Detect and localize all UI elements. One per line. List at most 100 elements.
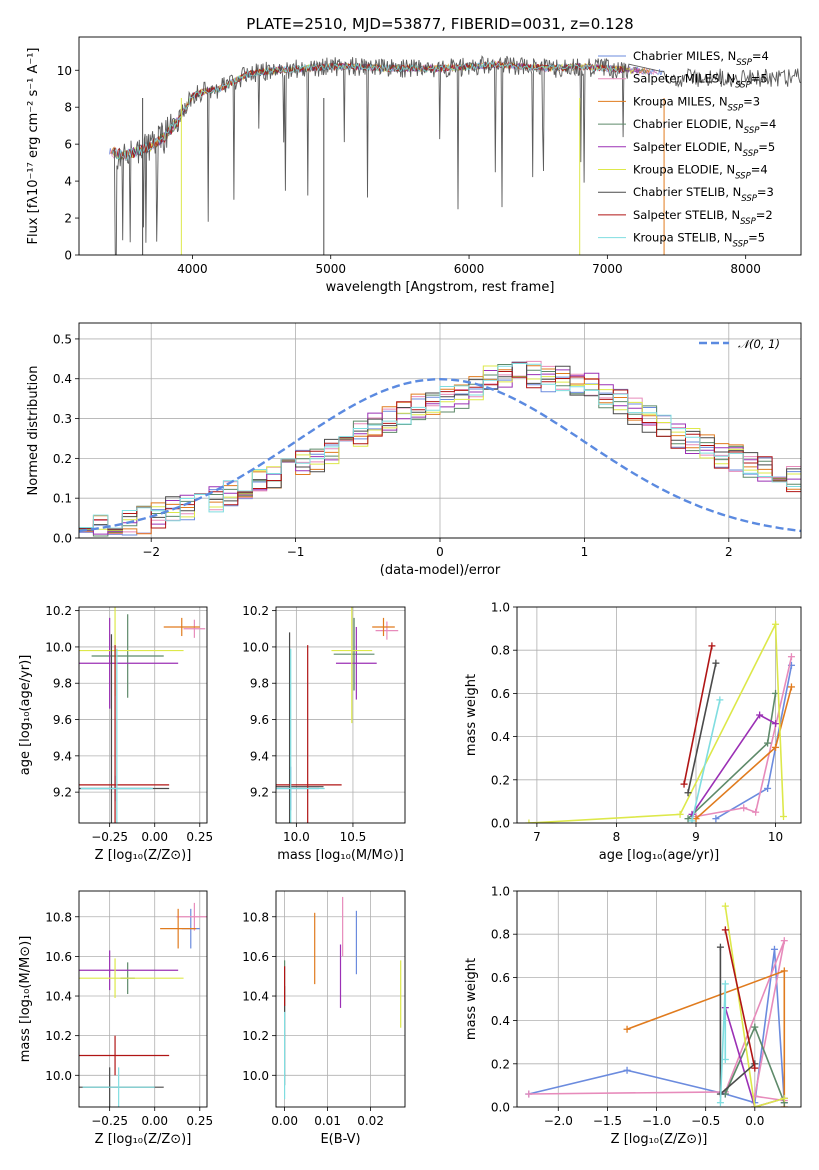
spectrum-line xyxy=(110,60,651,159)
y-tick-label: 10.8 xyxy=(242,910,269,924)
spectrum-chart-title: PLATE=2510, MJD=53877, FIBERID=0031, z=0… xyxy=(246,15,633,33)
x-axis-label: (data-model)/error xyxy=(380,563,501,578)
x-tick-label: −0.5 xyxy=(691,1114,720,1128)
x-tick-label: 0.00 xyxy=(141,1114,168,1128)
y-tick-label: 0.4 xyxy=(53,372,72,386)
plot-area xyxy=(109,55,801,255)
y-tick-label: 1.0 xyxy=(491,601,510,615)
plot-area xyxy=(284,896,402,1100)
x-tick-label: 0.0 xyxy=(745,1114,764,1128)
plot-area xyxy=(79,360,801,537)
panel-2: −0.25 0.00 0.25 9.2 9.4 9.6 9.8 10.0 10.2 Z [log₁… xyxy=(18,604,213,863)
y-tick-label: 0.0 xyxy=(53,532,72,546)
y-tick-label: 0.5 xyxy=(53,332,72,346)
x-tick-label: −2 xyxy=(142,545,160,559)
x-tick-label: −1 xyxy=(287,545,305,559)
y-tick-label: 0.8 xyxy=(491,644,510,658)
legend-label: Chabrier STELIB, NSSP=3 xyxy=(633,185,774,204)
y-tick-label: 10.0 xyxy=(45,1069,72,1083)
y-tick-label: 9.2 xyxy=(53,786,72,800)
y-tick-label: 1.0 xyxy=(491,885,510,899)
y-tick-label: 10.2 xyxy=(242,604,269,618)
y-tick-label: 10.8 xyxy=(45,910,72,924)
legend-label: Salpeter MILES, NSSP=5 xyxy=(633,72,768,91)
panel-5: −0.25 0.00 0.25 10.0 10.2 10.4 10.6 10.8 Z [log₁… xyxy=(18,890,213,1147)
plot-area xyxy=(525,620,795,823)
x-tick-label: 0.00 xyxy=(141,830,168,844)
y-tick-label: 2 xyxy=(64,212,72,226)
x-tick-label: 9 xyxy=(692,830,700,844)
x-tick-label: 0.00 xyxy=(271,1114,298,1128)
plot-area xyxy=(525,902,788,1107)
x-axis-label: wavelength [Angstrom, rest frame] xyxy=(326,280,555,295)
plot-area xyxy=(276,607,399,823)
y-tick-label: 10.2 xyxy=(242,1029,269,1043)
series-line xyxy=(724,929,756,1069)
y-tick-label: 0.2 xyxy=(491,1057,510,1071)
series-line xyxy=(528,621,785,823)
y-tick-label: 0.4 xyxy=(491,730,510,744)
spectrum-line xyxy=(111,61,647,160)
panel-6: 0.00 0.01 0.02 10.0 10.2 10.4 10.6 10.8 E(B-V) xyxy=(242,890,406,1147)
x-tick-label: 10.5 xyxy=(340,830,367,844)
y-tick-label: 10.6 xyxy=(242,950,269,964)
y-tick-label: 10.2 xyxy=(45,1029,72,1043)
x-axis-label: E(B-V) xyxy=(320,1132,360,1147)
y-tick-label: 9.6 xyxy=(250,713,269,727)
x-tick-label: 10 xyxy=(768,830,783,844)
legend-label: Salpeter STELIB, NSSP=2 xyxy=(633,208,773,227)
y-tick-label: 0.4 xyxy=(491,1014,510,1028)
y-axis-label: mass weight xyxy=(464,674,479,756)
x-tick-label: 8000 xyxy=(730,262,761,276)
y-tick-label: 0.2 xyxy=(53,452,72,466)
y-axis-label: Flux [fλ10⁻¹⁷ erg cm⁻² s⁻¹ A⁻¹] xyxy=(26,48,41,245)
panel-1: −2 −1 0 1 2 0.0 0.1 0.2 0.3 0.4 0.5 (data-model)/er… xyxy=(26,322,802,578)
y-tick-label: 6 xyxy=(64,138,72,152)
y-tick-label: 0.6 xyxy=(491,971,510,985)
x-axis-label: age [log₁₀(age/yr)] xyxy=(599,848,720,863)
x-tick-label: −1.0 xyxy=(642,1114,671,1128)
y-tick-label: 0.3 xyxy=(53,412,72,426)
series-line xyxy=(691,699,721,821)
y-tick-label: 10.6 xyxy=(45,950,72,964)
spectrum-line xyxy=(109,61,663,160)
plot-area xyxy=(79,902,207,1107)
legend: Chabrier MILES, NSSP=4 Salpeter MILES, NS… xyxy=(598,49,776,250)
y-tick-label: 0 xyxy=(64,249,72,263)
x-tick-label: 8 xyxy=(613,830,621,844)
legend-label: Kroupa STELIB, NSSP=5 xyxy=(633,231,765,250)
normal-curve xyxy=(79,377,801,533)
x-tick-label: 7 xyxy=(533,830,541,844)
spectrum-line xyxy=(113,60,624,161)
plot-area xyxy=(79,607,206,823)
y-axis-label: mass [log₁₀(M/M⊙)] xyxy=(18,936,33,1063)
x-axis-label: Z [log₁₀(Z/Z⊙)] xyxy=(611,1132,708,1147)
axes-frame xyxy=(516,890,802,1108)
x-tick-label: −0.25 xyxy=(91,1114,128,1128)
panel-3: 10.0 10.5 9.2 9.4 9.6 9.8 10.0 10.2 mass [log₁₀(… xyxy=(242,604,406,863)
panel-0: 4000 5000 6000 7000 8000 0 2 4 6 8 10 wavelength [A… xyxy=(26,36,802,295)
x-tick-label: 0.02 xyxy=(357,1114,384,1128)
axes-frame xyxy=(516,606,802,824)
y-tick-label: 9.6 xyxy=(53,713,72,727)
spectrum-line xyxy=(109,60,658,160)
axes-frame xyxy=(275,606,406,824)
x-axis-label: Z [log₁₀(Z/Z⊙)] xyxy=(95,848,192,863)
series-line xyxy=(683,645,713,785)
y-tick-label: 4 xyxy=(64,175,72,189)
legend-label: Chabrier ELODIE, NSSP=4 xyxy=(633,117,776,136)
y-tick-label: 0.6 xyxy=(491,687,510,701)
x-tick-label: 5000 xyxy=(315,262,346,276)
y-axis-label: age [log₁₀(age/yr)] xyxy=(18,655,33,776)
y-tick-label: 9.8 xyxy=(250,677,269,691)
axes-frame xyxy=(78,890,208,1108)
legend-label: 𝒩(0, 1) xyxy=(738,337,780,351)
legend-label: Salpeter ELODIE, NSSP=5 xyxy=(633,140,775,159)
y-tick-label: 0.1 xyxy=(53,492,72,506)
axes-frame xyxy=(78,322,802,539)
spectrum-line xyxy=(114,60,619,161)
x-tick-label: 0 xyxy=(436,545,444,559)
y-axis-label: mass weight xyxy=(464,958,479,1040)
axes-frame xyxy=(78,606,208,824)
